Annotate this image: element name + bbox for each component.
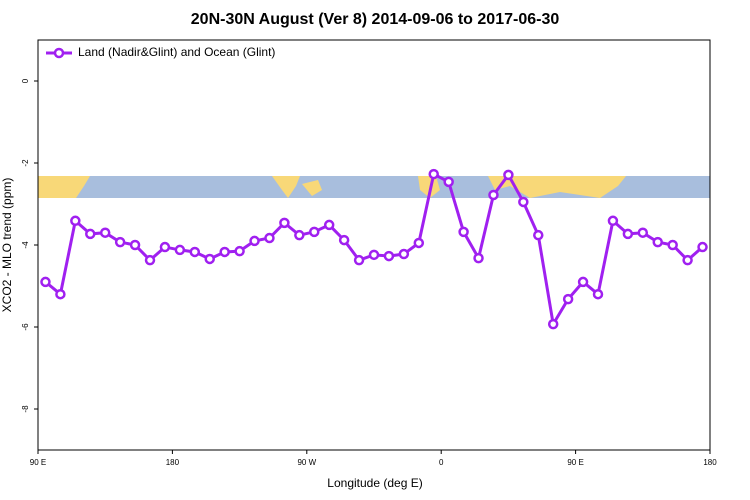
land	[272, 176, 300, 198]
data-point	[70, 215, 81, 227]
y-tick-label: -6	[21, 323, 30, 331]
y-tick-label: 0	[21, 78, 30, 83]
data-point	[264, 232, 275, 244]
data-point	[234, 245, 245, 257]
data-point	[85, 228, 96, 240]
x-tick-label: 180	[166, 458, 180, 467]
x-tick-label: 90 E	[567, 458, 583, 467]
data-point	[189, 246, 201, 258]
data-point	[40, 276, 51, 288]
chart-title: 20N-30N August (Ver 8) 2014-09-06 to 201…	[191, 11, 560, 28]
data-point	[99, 227, 111, 238]
data-point	[697, 241, 708, 253]
x-tick-label: 0	[439, 458, 444, 467]
data-point	[204, 253, 215, 265]
data-point	[592, 288, 604, 300]
data-point	[682, 254, 693, 266]
x-tick-label: 90 W	[297, 458, 316, 467]
data-point	[503, 169, 514, 181]
data-point	[309, 226, 320, 238]
data-point	[219, 246, 230, 258]
data-point	[353, 254, 365, 266]
data-point	[533, 229, 544, 241]
data-point	[458, 226, 469, 238]
data-point	[562, 293, 574, 305]
data-point	[577, 276, 589, 288]
data-point	[667, 239, 678, 251]
data-point	[473, 252, 484, 264]
data-point	[129, 239, 141, 251]
data-point	[294, 229, 305, 241]
y-tick-label: -8	[21, 405, 30, 413]
map-strip	[38, 176, 710, 198]
data-point	[637, 227, 649, 238]
land	[488, 176, 626, 198]
data-point	[383, 250, 395, 262]
y-tick-label: -4	[21, 241, 30, 249]
legend-label: Land (Nadir&Glint) and Ocean (Glint)	[78, 45, 275, 59]
data-point	[518, 196, 529, 208]
data-point	[547, 318, 559, 330]
data-point	[652, 236, 663, 248]
data-point	[443, 176, 454, 188]
y-tick-label: -2	[21, 159, 30, 167]
data-point	[398, 248, 410, 260]
x-axis-label: Longitude (deg E)	[327, 476, 422, 490]
land	[38, 176, 90, 198]
data-point	[114, 236, 126, 248]
data-point	[159, 241, 171, 253]
data-point	[607, 215, 619, 227]
data-point	[249, 235, 260, 247]
data-point	[368, 249, 380, 261]
data-point	[279, 217, 290, 229]
data-point	[622, 228, 634, 240]
data-point	[144, 254, 156, 266]
data-point	[55, 288, 66, 300]
x-tick-label: 90 E	[30, 458, 46, 467]
legend-marker	[53, 47, 65, 59]
data-point	[428, 168, 439, 180]
data-point	[323, 219, 335, 231]
data-point	[488, 189, 499, 201]
land	[302, 180, 322, 196]
data-point	[174, 244, 186, 256]
y-axis-label: XCO2 - MLO trend (ppm)	[0, 178, 14, 313]
x-tick-label: 180	[703, 458, 717, 467]
data-point	[413, 237, 425, 249]
data-point	[338, 234, 350, 246]
land	[418, 176, 440, 198]
